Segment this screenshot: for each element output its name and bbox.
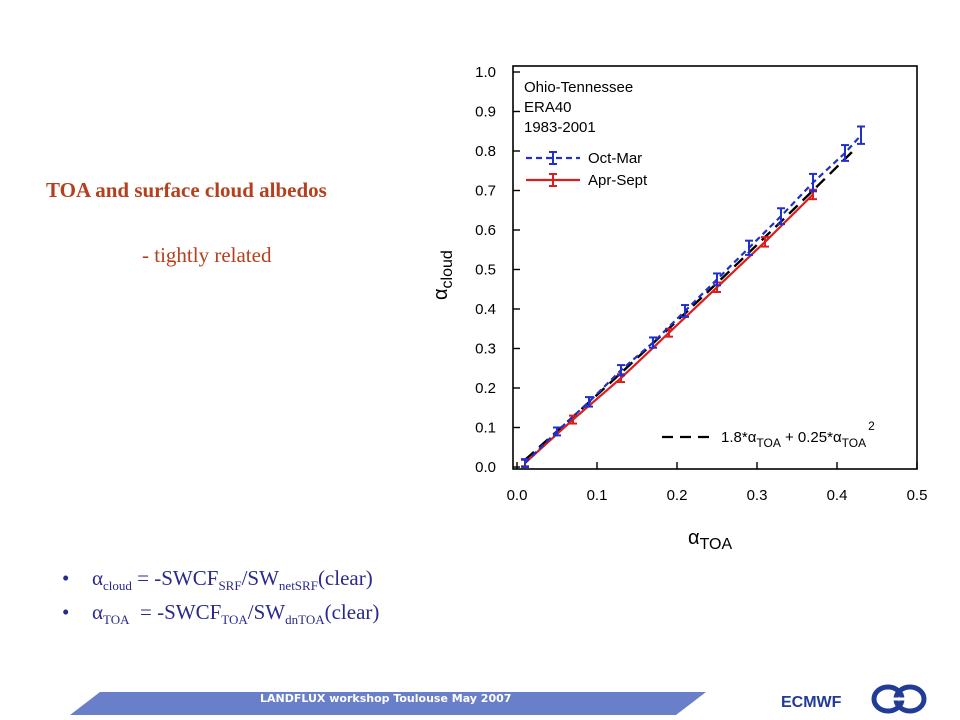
bullet-glyph: • — [62, 566, 70, 590]
x-tick-label: 0.3 — [747, 487, 768, 504]
x-tick-label: 0.0 — [507, 487, 528, 504]
y-axis-label: αcloud — [430, 250, 456, 300]
footer-workshop: LANDFLUX workshop Toulouse May 2007 — [260, 692, 512, 705]
x-axis-label: αTOA — [688, 527, 732, 553]
y-tick-label: 0.0 — [475, 459, 496, 476]
x-tick-label: 0.1 — [587, 487, 608, 504]
data-point-apr-sept — [761, 236, 769, 248]
y-tick-label: 0.4 — [475, 301, 496, 318]
y-tick-label: 0.5 — [475, 262, 496, 279]
alpha-symbol: α — [92, 566, 104, 590]
formula-text: /SW — [241, 566, 279, 590]
annotation-line-1: Ohio-Tennessee — [524, 79, 633, 96]
y-tick-label: 0.8 — [475, 143, 496, 160]
data-point-oct-mar — [777, 207, 785, 226]
subscript: cloud — [103, 578, 132, 594]
data-point-oct-mar — [745, 239, 753, 256]
y-tick-label: 0.3 — [475, 341, 496, 358]
plot-frame — [512, 65, 918, 470]
ecmwf-wordmark: ECMWF — [781, 694, 842, 711]
data-point-apr-sept — [569, 414, 577, 425]
subscript: SRF — [218, 578, 242, 594]
data-point-oct-mar — [857, 125, 865, 145]
ecmwf-logo-icon — [871, 684, 927, 714]
subscript: TOA — [221, 612, 248, 628]
y-tick-label: 0.6 — [475, 222, 496, 239]
formula-text: (clear) — [317, 566, 373, 590]
data-point-oct-mar — [585, 396, 593, 408]
data-point-oct-mar — [553, 426, 561, 437]
legend-item: Oct-Mar — [526, 150, 642, 167]
annotation-line-3: 1983-2001 — [524, 119, 596, 136]
x-tick-label: 0.5 — [907, 487, 928, 504]
formula-text: = -SWCF — [129, 600, 222, 624]
subscript: netSRF — [278, 578, 318, 594]
definition-list: • αcloud = -SWCFSRF/SWnetSRF(clear) • αTOA… — [62, 566, 379, 634]
data-point-oct-mar — [809, 172, 817, 193]
data-point-oct-mar — [841, 144, 849, 162]
formula-text: /SW — [247, 600, 286, 624]
subscript: dnTOA — [285, 612, 325, 628]
annotation-line-2: ERA40 — [524, 99, 572, 116]
fit-legend-label: 1.8*αTOA + 0.25*αTOA2 — [721, 419, 875, 450]
y-tick-label: 0.1 — [475, 420, 496, 437]
y-tick-label: 0.2 — [475, 380, 496, 397]
footer-banner — [70, 692, 706, 715]
formula-text: (clear) — [324, 600, 380, 624]
y-tick-label: 0.7 — [475, 183, 496, 200]
y-tick-label: 0.9 — [475, 104, 496, 121]
series-line-oct-mar — [524, 134, 862, 464]
x-tick-label: 0.4 — [827, 487, 848, 504]
data-point-oct-mar — [617, 364, 625, 377]
legend-label: Apr-Sept — [588, 172, 648, 189]
slide-title: TOA and surface cloud albedos — [46, 178, 327, 202]
formula-text: = -SWCF — [131, 566, 219, 590]
data-point-oct-mar — [649, 336, 657, 349]
legend-label: Oct-Mar — [588, 150, 642, 167]
slide-subtitle: - tightly related — [142, 243, 272, 267]
subscript: TOA — [103, 612, 130, 628]
definition-alpha-toa: • αTOA = -SWCFTOA/SWdnTOA(clear) — [62, 600, 379, 634]
bullet-glyph: • — [62, 600, 70, 624]
data-point-oct-mar — [521, 458, 529, 468]
data-point-oct-mar — [681, 304, 689, 318]
definition-alpha-cloud: • αcloud = -SWCFSRF/SWnetSRF(clear) — [62, 566, 379, 600]
alpha-symbol: α — [92, 600, 104, 624]
legend-item: Apr-Sept — [526, 172, 648, 189]
x-tick-label: 0.2 — [667, 487, 688, 504]
data-point-oct-mar — [713, 272, 721, 287]
fit-legend: 1.8*αTOA + 0.25*αTOA2 — [662, 419, 875, 450]
y-tick-label: 1.0 — [475, 64, 496, 81]
